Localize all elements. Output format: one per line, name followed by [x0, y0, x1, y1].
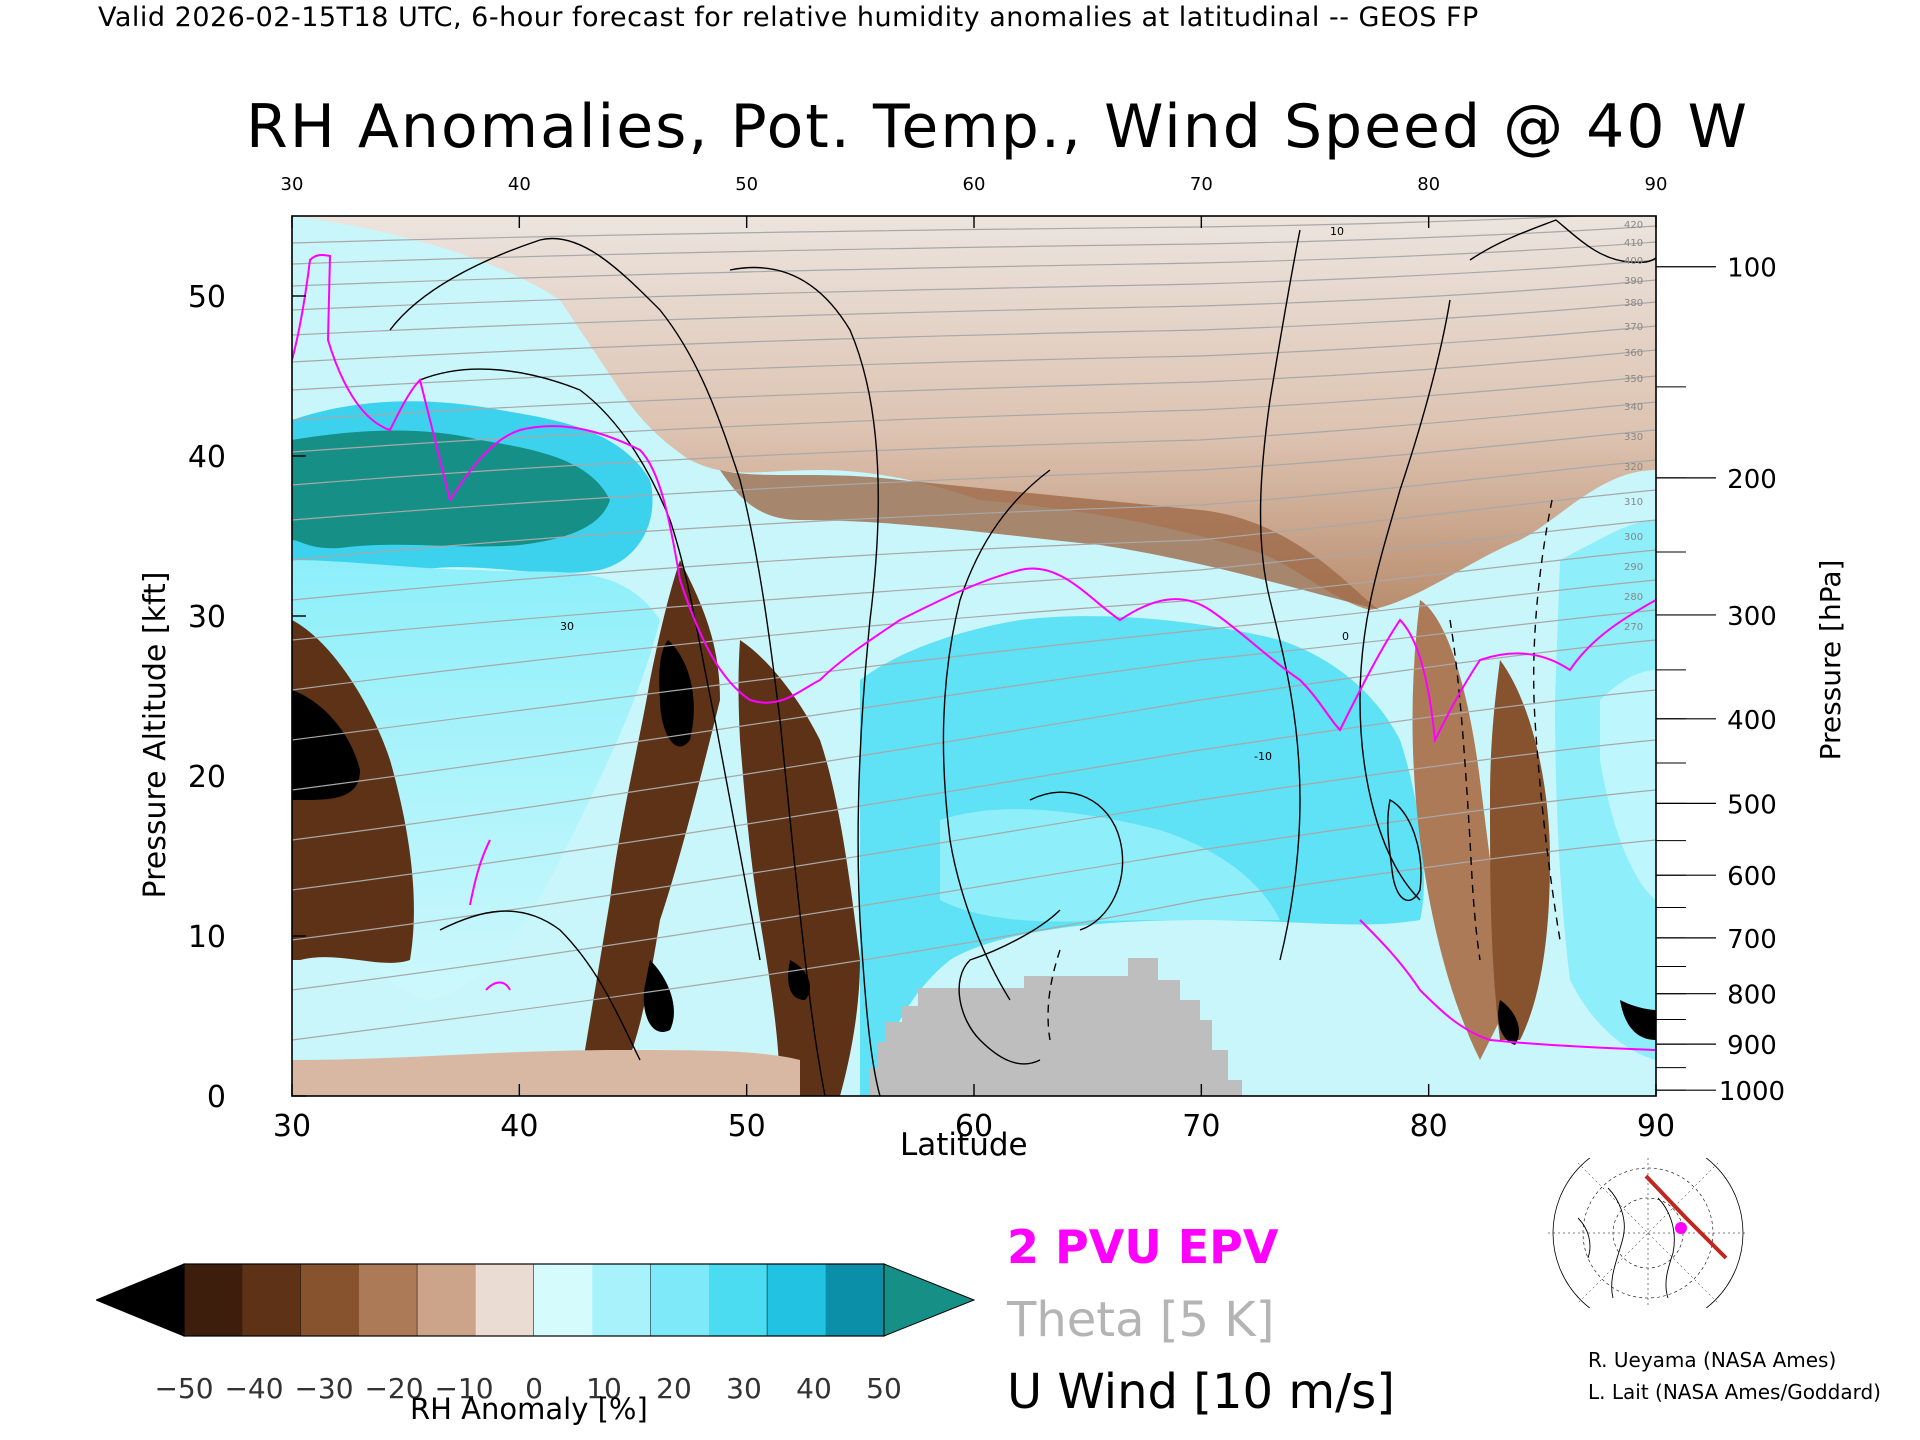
pressure-tick-label: 400 — [1727, 706, 1777, 736]
chart-title: RH Anomalies, Pot. Temp., Wind Speed @ 4… — [246, 92, 1749, 162]
wind-contour-label: 30 — [560, 620, 574, 633]
pressure-tick-label: 700 — [1727, 925, 1777, 955]
colorbar-tick-label: −40 — [224, 1372, 283, 1405]
top-x-tick-label: 70 — [1190, 174, 1213, 195]
y-tick-label: 10 — [188, 920, 226, 955]
x-tick-label: 70 — [1182, 1109, 1220, 1144]
negative-wind-contours — [1047, 499, 1561, 1041]
epv-contour — [292, 254, 1656, 1051]
colorbar-min-arrow — [96, 1263, 185, 1337]
wind-contours — [389, 219, 1656, 1096]
colorbar-bin — [767, 1264, 827, 1336]
y-tick-label: 20 — [188, 760, 226, 795]
colorbar-tick-label: −20 — [364, 1372, 423, 1405]
colorbar-tick-label: 10 — [586, 1372, 622, 1405]
theta-contour-label: 400 — [1624, 256, 1643, 267]
y-tick-label: 50 — [188, 280, 226, 315]
x-tick-label: 40 — [500, 1109, 538, 1144]
colorbar-bin — [417, 1264, 477, 1336]
theta-contour-label: 320 — [1624, 462, 1643, 473]
location-marker — [1675, 1222, 1687, 1234]
map-inset — [1548, 1158, 1748, 1308]
wind-contour-label: -10 — [1254, 750, 1272, 763]
x-tick-label: 50 — [728, 1109, 766, 1144]
top-x-tick-label: 40 — [508, 174, 531, 195]
theta-contour-label: 310 — [1624, 497, 1643, 508]
top-x-tick-label: 90 — [1645, 174, 1668, 195]
legend-uwind: U Wind [10 m/s] — [1007, 1364, 1396, 1420]
colorbar-bin — [592, 1264, 652, 1336]
y-axis-label-left: Pressure Altitude [kft] — [138, 571, 173, 899]
x-tick-label: 60 — [955, 1109, 993, 1144]
track-line — [1644, 1174, 1728, 1260]
y-tick-label: 30 — [188, 600, 226, 635]
wind-contour-label: 0 — [1342, 630, 1349, 643]
credit-line-2: L. Lait (NASA Ames/Goddard) — [1588, 1380, 1881, 1404]
colorbar-bin — [709, 1264, 768, 1336]
colorbar-bin — [534, 1264, 593, 1336]
pressure-tick-label: 300 — [1727, 602, 1777, 632]
pressure-tick-label: 600 — [1727, 862, 1777, 892]
colorbar-tick-label: −30 — [294, 1372, 353, 1405]
colorbar-bin — [475, 1264, 535, 1336]
x-axis-label: Latitude — [900, 1127, 1028, 1163]
header-text: Valid 2026-02-15T18 UTC, 6-hour forecast… — [98, 2, 1479, 33]
theta-contour-label: 360 — [1624, 348, 1643, 359]
legend-epv: 2 PVU EPV — [1007, 1220, 1279, 1274]
colorbar-tick-labels: −50 −40 −30 −20 −10 0 10 20 30 40 50 — [154, 1372, 902, 1405]
legend-theta: Theta [5 K] — [1007, 1292, 1275, 1348]
pressure-tick-label: 900 — [1727, 1031, 1777, 1061]
axis-ticks — [291, 216, 1716, 1097]
colorbar-tick-label: 50 — [866, 1372, 902, 1405]
theta-contour-label: 330 — [1624, 432, 1643, 443]
y-axis-label-right: Pressure [hPa] — [1814, 559, 1847, 761]
theta-contour-label: 280 — [1624, 592, 1643, 603]
theta-contour-label: 350 — [1624, 374, 1643, 385]
colorbar-title: RH Anomaly [%] — [410, 1392, 648, 1426]
top-x-tick-label: 30 — [281, 174, 304, 195]
top-x-tick-label: 80 — [1417, 174, 1440, 195]
colorbar-bin — [184, 1264, 243, 1336]
colorbar-tick-label: −10 — [434, 1372, 493, 1405]
colorbar-tick-label: −50 — [154, 1372, 213, 1405]
theta-contour-label: 420 — [1624, 220, 1643, 231]
top-x-tick-label: 60 — [963, 174, 986, 195]
rh-anomaly-field — [292, 216, 1656, 1096]
theta-contour-label: 410 — [1624, 238, 1643, 249]
colorbar-bin — [825, 1264, 885, 1336]
colorbar — [96, 1263, 976, 1337]
colorbar-bin — [242, 1264, 302, 1336]
colorbar-bin — [300, 1264, 360, 1336]
theta-contour-label: 290 — [1624, 562, 1643, 573]
colorbar-tick-label: 40 — [796, 1372, 832, 1405]
pressure-tick-label: 100 — [1727, 254, 1777, 284]
colorbar-tick-label: 20 — [656, 1372, 692, 1405]
top-x-tick-label: 50 — [735, 174, 758, 195]
theta-contour-label: 370 — [1624, 322, 1643, 333]
pressure-tick-label: 200 — [1727, 465, 1777, 495]
y-tick-label: 40 — [188, 440, 226, 475]
theta-contour-label: 340 — [1624, 402, 1643, 413]
y-tick-label: 0 — [207, 1080, 226, 1115]
pressure-tick-label: 800 — [1727, 981, 1777, 1011]
pressure-tick-label: 1000 — [1719, 1077, 1785, 1107]
x-tick-label: 80 — [1410, 1109, 1448, 1144]
wind-contour-label: 10 — [1330, 225, 1344, 238]
theta-contour-label: 270 — [1624, 622, 1643, 633]
x-tick-label: 30 — [273, 1109, 311, 1144]
colorbar-tick-label: 30 — [726, 1372, 762, 1405]
credit-line-1: R. Ueyama (NASA Ames) — [1588, 1348, 1837, 1372]
theta-contour-label: 380 — [1624, 298, 1643, 309]
colorbar-bin — [650, 1264, 710, 1336]
colorbar-tick-label: 0 — [525, 1372, 543, 1405]
colorbar-max-arrow — [883, 1263, 976, 1337]
x-tick-label: 90 — [1637, 1109, 1675, 1144]
pressure-tick-label: 500 — [1727, 790, 1777, 820]
theta-contour-label: 390 — [1624, 276, 1643, 287]
theta-contour-label: 300 — [1624, 532, 1643, 543]
colorbar-bin — [359, 1264, 418, 1336]
